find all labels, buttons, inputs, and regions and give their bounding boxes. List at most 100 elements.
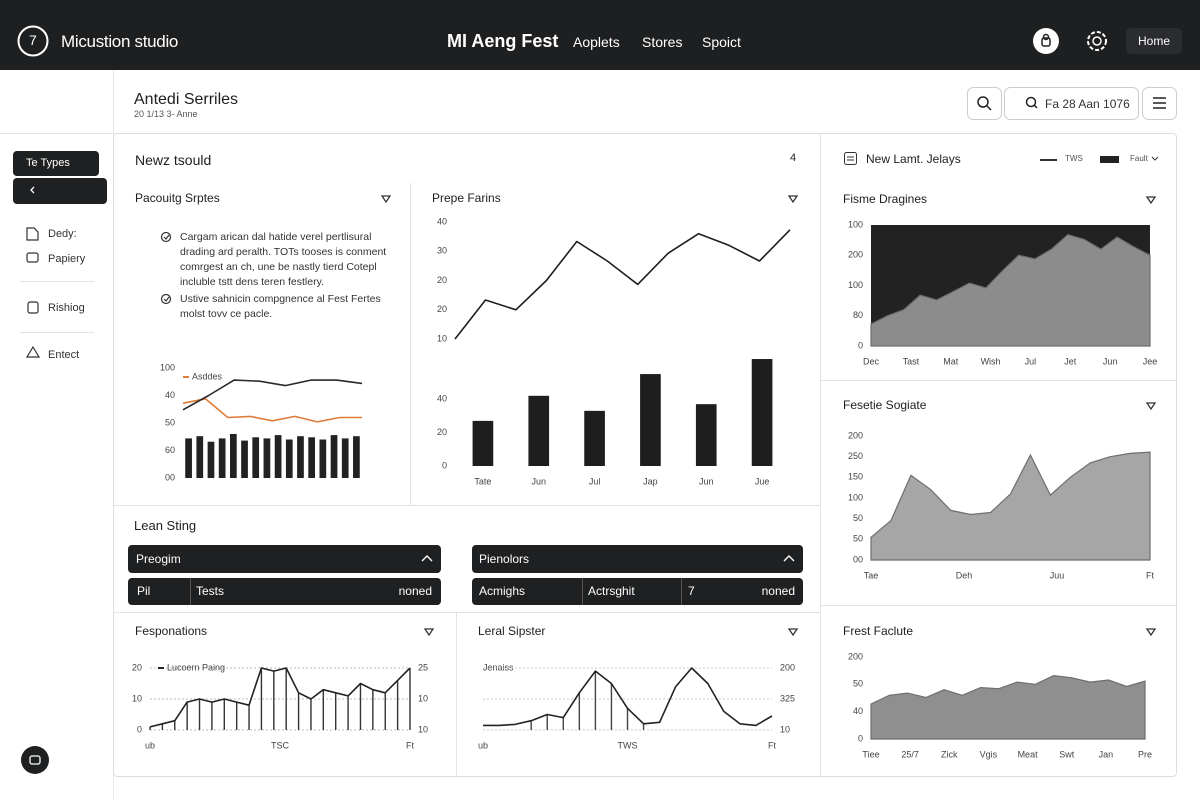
x-tick-label: 25/7 (901, 749, 919, 759)
y-tick-label: 60 (165, 445, 175, 455)
home-label[interactable]: Home (1138, 34, 1171, 48)
divider (410, 183, 411, 505)
divider (456, 612, 457, 777)
help-button[interactable] (20, 745, 50, 775)
search-button[interactable] (967, 87, 1003, 121)
logo-text: Micustion studio (61, 32, 179, 51)
bar (341, 438, 349, 478)
y-tick-label: 10 (418, 724, 428, 734)
content-card (113, 133, 1177, 777)
nav-link[interactable]: Stores (642, 34, 683, 50)
x-tick-label: TWS (618, 740, 638, 750)
home-button[interactable] (1126, 28, 1182, 54)
accordion-title[interactable]: Pienolors (479, 552, 530, 566)
area (870, 234, 1151, 347)
y-tick-label: 150 (848, 472, 863, 482)
y-tick-label: 0 (442, 460, 447, 470)
sidebar-item[interactable]: Papiery (48, 253, 86, 265)
bar (640, 374, 661, 466)
search-text[interactable]: Fa 28 Aan 1076 (1045, 97, 1130, 111)
divider (821, 605, 1177, 606)
x-tick-label: Dec (863, 356, 880, 366)
sidebar-icons (25, 227, 41, 358)
logo-mark (17, 25, 49, 57)
y-tick-label: 20 (437, 275, 447, 285)
page-subtitle: 20 1/13 3- Anne (134, 109, 198, 119)
y-axis-label: Jenaiss (483, 662, 514, 672)
x-tick-label: Zick (941, 749, 958, 759)
y-tick-label: 30 (437, 246, 447, 256)
legend-swatch (1040, 159, 1057, 161)
x-tick-label: Ft (1146, 570, 1154, 580)
sidebar-item[interactable]: Dedy: (48, 228, 77, 240)
cell: Acmighs (479, 584, 526, 598)
app-title: MI Aeng Fest (447, 31, 559, 51)
x-tick-label: Jet (1064, 356, 1077, 366)
x-tick-label: Jun (531, 476, 546, 486)
line (454, 229, 791, 340)
x-tick-label: Jun (699, 476, 714, 486)
chart-title: Fisme Dragines (843, 192, 927, 206)
y-tick-label: 20 (132, 662, 142, 672)
user-button[interactable] (1032, 27, 1062, 57)
cell: 7 (688, 584, 695, 598)
area (870, 451, 1151, 561)
sidebar-item[interactable]: Entect (48, 349, 80, 361)
bullet-text: Ustive sahnicin compgnence al Fest Ferte… (180, 293, 381, 320)
search-box[interactable] (1004, 87, 1140, 121)
x-tick-label: Tast (903, 356, 920, 366)
collapse-icon (1145, 196, 1157, 205)
line (149, 667, 411, 728)
chart-title: Frest Faclute (843, 624, 913, 638)
x-tick-label: Jun (1103, 356, 1118, 366)
sidebar-tab[interactable] (13, 151, 99, 176)
y-tick-label: 20 (437, 304, 447, 314)
accordion-header[interactable] (472, 545, 803, 573)
menu-button[interactable] (1142, 87, 1178, 121)
sidebar-tab[interactable] (13, 178, 107, 204)
divider (20, 281, 94, 282)
divider (0, 133, 113, 134)
legend-label[interactable]: Fault (1130, 154, 1148, 163)
nav-link[interactable]: Spoict (702, 34, 741, 50)
y-tick-label: 20 (437, 427, 447, 437)
sidebar-tab-label[interactable]: Te Types (26, 157, 70, 169)
bar (330, 435, 338, 478)
collapse-icon (1145, 402, 1157, 411)
bullet-text: Cargam arican dal hatide verel pertlisur… (180, 231, 387, 288)
cell: Pil (137, 584, 151, 598)
dropdown-icon[interactable] (1151, 155, 1159, 163)
accordion-title[interactable]: Preogim (136, 552, 181, 566)
section-title: Newz tsould (135, 152, 212, 168)
y-tick-label: 40 (437, 394, 447, 404)
accordion-header[interactable] (128, 545, 441, 573)
y-tick-label: 100 (848, 280, 863, 290)
bar (308, 437, 316, 478)
x-tick-label: Tate (474, 476, 491, 486)
x-tick-label: Meat (1018, 749, 1039, 759)
bar (185, 438, 192, 478)
collapse-icon[interactable] (782, 553, 796, 565)
legend-label: Lucoern Paing (167, 662, 225, 672)
collapse-icon[interactable] (420, 553, 434, 565)
x-tick-label: ub (145, 740, 155, 750)
y-tick-label: 50 (853, 534, 863, 544)
bar (207, 441, 215, 478)
nav-link[interactable]: Aoplets (573, 34, 620, 50)
chart-title: Leral Sipster (478, 624, 545, 638)
bar (285, 439, 293, 478)
y-tick-label: 100 (160, 362, 175, 372)
settings-button[interactable] (1083, 27, 1113, 57)
x-tick-label: TSC (271, 740, 290, 750)
bar (196, 436, 204, 478)
y-tick-label: 250 (848, 451, 863, 461)
bar (528, 395, 550, 466)
sidebar-item[interactable]: Rishiog (48, 302, 85, 314)
x-tick-label: Jap (643, 476, 658, 486)
line (182, 379, 363, 411)
chart-title: Fesetie Sogiate (843, 398, 927, 412)
line (182, 398, 362, 423)
bar (229, 434, 237, 478)
collapse-icon (380, 195, 392, 204)
x-tick-label: Tae (864, 570, 879, 580)
